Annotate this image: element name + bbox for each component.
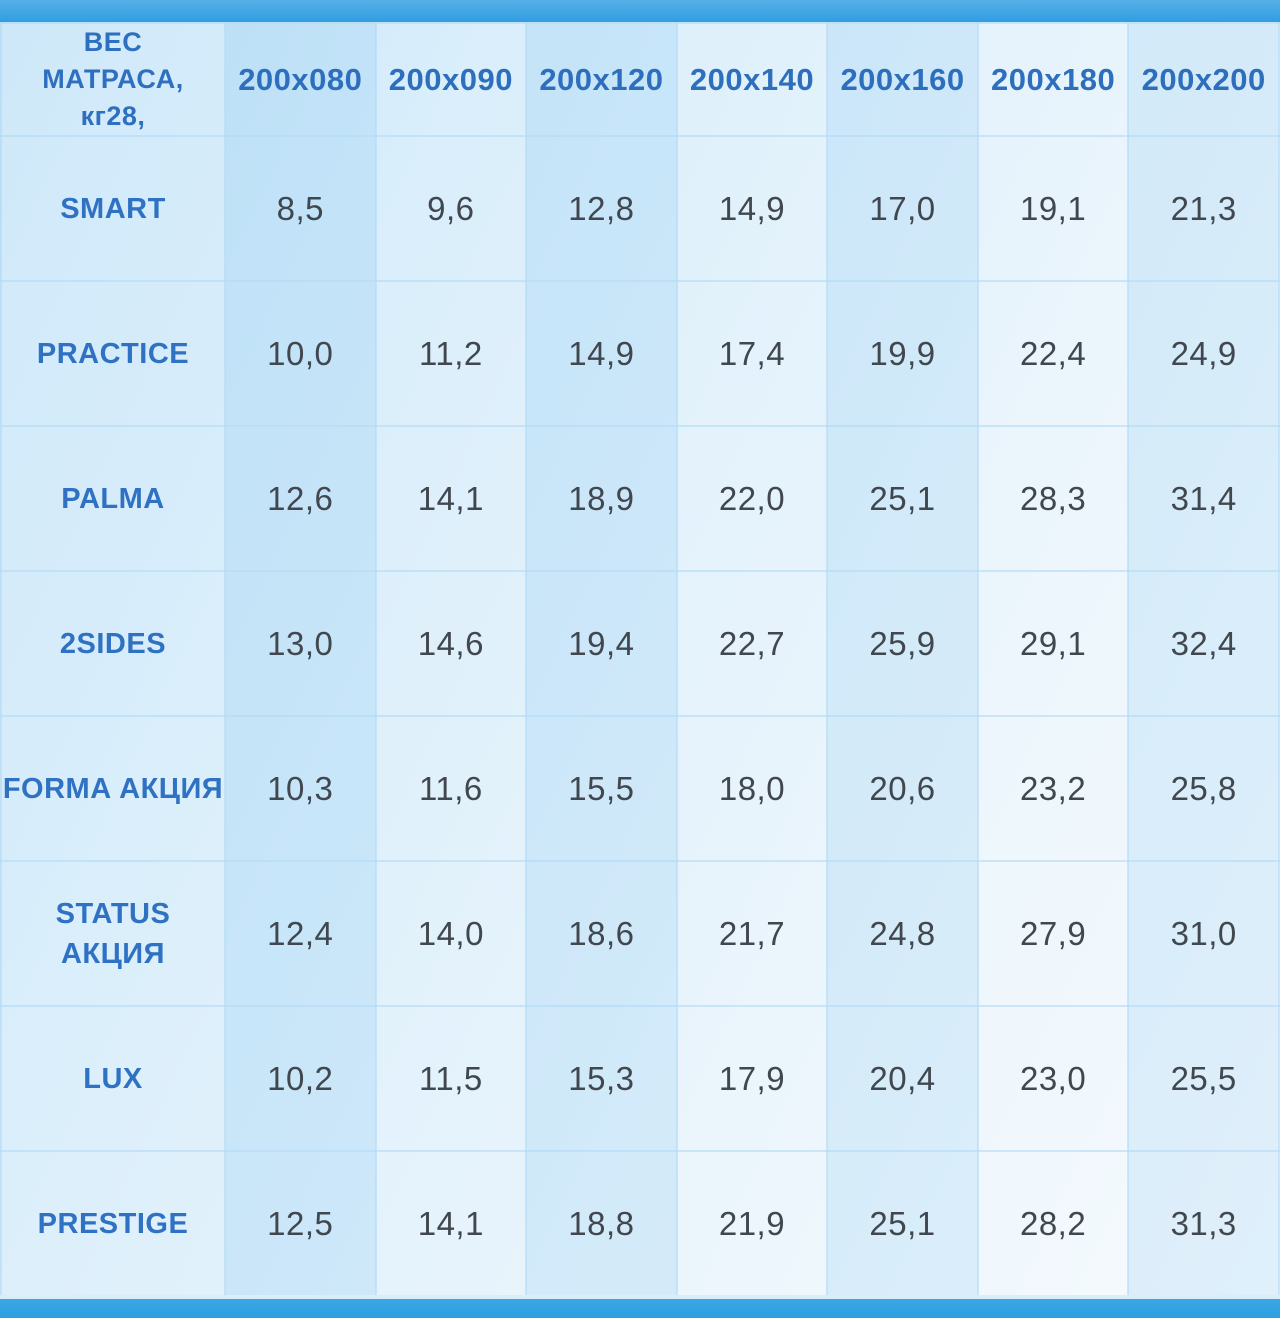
weight-cell: 14,9	[525, 280, 678, 427]
column-header: 200x140	[675, 22, 829, 137]
weight-cell: 9,6	[374, 135, 528, 282]
column-header: 200x160	[826, 22, 979, 137]
corner-header-line: МАТРАСА,	[42, 64, 184, 94]
weight-cell: 25,1	[826, 1150, 979, 1297]
table-row: PRESTIGE 12,5 14,1 18,8 21,9 25,1 28,2 31,3	[0, 1150, 1280, 1297]
column-header: 200x200	[1127, 22, 1280, 137]
weight-cell: 13,0	[224, 570, 377, 717]
weight-cell: 31,4	[1127, 425, 1280, 572]
corner-header: ВЕС МАТРАСА, кг28,	[0, 22, 226, 137]
weight-cell: 18,0	[675, 715, 829, 862]
weight-cell: 27,9	[976, 860, 1130, 1007]
weight-cell: 10,0	[224, 280, 377, 427]
weight-cell: 18,6	[525, 860, 678, 1007]
weight-cell: 28,2	[976, 1150, 1130, 1297]
weight-cell: 14,0	[374, 860, 528, 1007]
weight-cell: 11,6	[374, 715, 528, 862]
table-body: SMART 8,5 9,6 12,8 14,9 17,0 19,1 21,3 PRACTICE 1…	[0, 135, 1280, 1297]
header-row: ВЕС МАТРАСА, кг28, 200x080 200x090 200x120…	[0, 22, 1280, 137]
weight-cell: 12,5	[224, 1150, 377, 1297]
weight-cell: 12,8	[525, 135, 678, 282]
weight-cell: 14,1	[374, 1150, 528, 1297]
bottom-light-strip	[0, 1295, 1280, 1299]
table-row: LUX 10,2 11,5 15,3 17,9 20,4 23,0 25,5	[0, 1005, 1280, 1152]
row-label: PRESTIGE	[0, 1150, 226, 1297]
column-header: 200x090	[374, 22, 528, 137]
weight-cell: 32,4	[1127, 570, 1280, 717]
weight-cell: 19,1	[976, 135, 1130, 282]
weight-cell: 22,0	[675, 425, 829, 572]
row-label: SMART	[0, 135, 226, 282]
weight-cell: 8,5	[224, 135, 377, 282]
weight-cell: 11,5	[374, 1005, 528, 1152]
weight-cell: 17,9	[675, 1005, 829, 1152]
table-row: 2SIDES 13,0 14,6 19,4 22,7 25,9 29,1 32,4	[0, 570, 1280, 717]
column-header: 200x080	[224, 22, 377, 137]
weight-cell: 11,2	[374, 280, 528, 427]
weight-cell: 23,2	[976, 715, 1130, 862]
table-row: STATUS АКЦИЯ 12,4 14,0 18,6 21,7 24,8 27,9 31,0	[0, 860, 1280, 1007]
weight-cell: 21,7	[675, 860, 829, 1007]
weight-cell: 17,0	[826, 135, 979, 282]
bottom-accent-bar	[0, 1299, 1280, 1318]
weight-cell: 25,9	[826, 570, 979, 717]
weight-cell: 29,1	[976, 570, 1130, 717]
weight-cell: 15,5	[525, 715, 678, 862]
weight-cell: 19,4	[525, 570, 678, 717]
weight-cell: 31,3	[1127, 1150, 1280, 1297]
mattress-weight-table: ВЕС МАТРАСА, кг28, 200x080 200x090 200x120…	[0, 22, 1280, 1297]
top-accent-bar	[0, 0, 1280, 22]
column-header: 200x120	[525, 22, 678, 137]
weight-cell: 18,8	[525, 1150, 678, 1297]
corner-header-line: ВЕС	[83, 27, 143, 57]
weight-cell: 25,1	[826, 425, 979, 572]
weight-cell: 19,9	[826, 280, 979, 427]
row-label: FORMA АКЦИЯ	[0, 715, 226, 862]
weight-cell: 31,0	[1127, 860, 1280, 1007]
weight-cell: 14,9	[675, 135, 829, 282]
table-row: PRACTICE 10,0 11,2 14,9 17,4 19,9 22,4 24,9	[0, 280, 1280, 427]
weight-cell: 24,8	[826, 860, 979, 1007]
corner-header-line: кг28,	[80, 101, 146, 131]
weight-cell: 21,3	[1127, 135, 1280, 282]
weight-cell: 15,3	[525, 1005, 678, 1152]
weight-cell: 20,6	[826, 715, 979, 862]
column-header: 200x180	[976, 22, 1130, 137]
weight-cell: 10,2	[224, 1005, 377, 1152]
row-label: PALMA	[0, 425, 226, 572]
table-row: FORMA АКЦИЯ 10,3 11,6 15,5 18,0 20,6 23,2 25,8	[0, 715, 1280, 862]
weight-cell: 12,4	[224, 860, 377, 1007]
table-head: ВЕС МАТРАСА, кг28, 200x080 200x090 200x120…	[0, 22, 1280, 137]
weight-cell: 20,4	[826, 1005, 979, 1152]
weight-cell: 25,8	[1127, 715, 1280, 862]
weight-cell: 24,9	[1127, 280, 1280, 427]
row-label: PRACTICE	[0, 280, 226, 427]
weight-cell: 18,9	[525, 425, 678, 572]
weight-cell: 23,0	[976, 1005, 1130, 1152]
weight-cell: 21,9	[675, 1150, 829, 1297]
weight-cell: 12,6	[224, 425, 377, 572]
row-label: STATUS АКЦИЯ	[0, 860, 226, 1007]
weight-cell: 17,4	[675, 280, 829, 427]
row-label: 2SIDES	[0, 570, 226, 717]
weight-cell: 14,6	[374, 570, 528, 717]
table-container: ВЕС МАТРАСА, кг28, 200x080 200x090 200x120…	[0, 22, 1280, 1297]
weight-cell: 22,4	[976, 280, 1130, 427]
weight-cell: 14,1	[374, 425, 528, 572]
weight-cell: 28,3	[976, 425, 1130, 572]
table-row: PALMA 12,6 14,1 18,9 22,0 25,1 28,3 31,4	[0, 425, 1280, 572]
weight-cell: 10,3	[224, 715, 377, 862]
weight-cell: 22,7	[675, 570, 829, 717]
table-row: SMART 8,5 9,6 12,8 14,9 17,0 19,1 21,3	[0, 135, 1280, 282]
row-label: LUX	[0, 1005, 226, 1152]
weight-cell: 25,5	[1127, 1005, 1280, 1152]
